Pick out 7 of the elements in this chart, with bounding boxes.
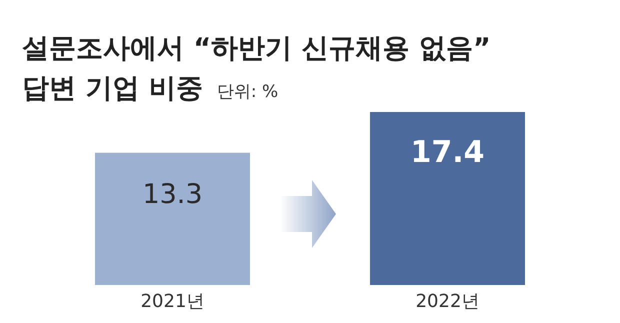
data-label: 17.4 [410,135,485,170]
x-tick-label: 2021년 [140,291,204,312]
title: 설문조사에서 “하반기 신규채용 없음” [22,33,491,64]
title: 답변 기업 비중 [22,73,203,104]
x-tick-label: 2022년 [416,291,480,312]
data-label: 13.3 [142,178,203,210]
subtitle: 단위: % [216,82,278,102]
